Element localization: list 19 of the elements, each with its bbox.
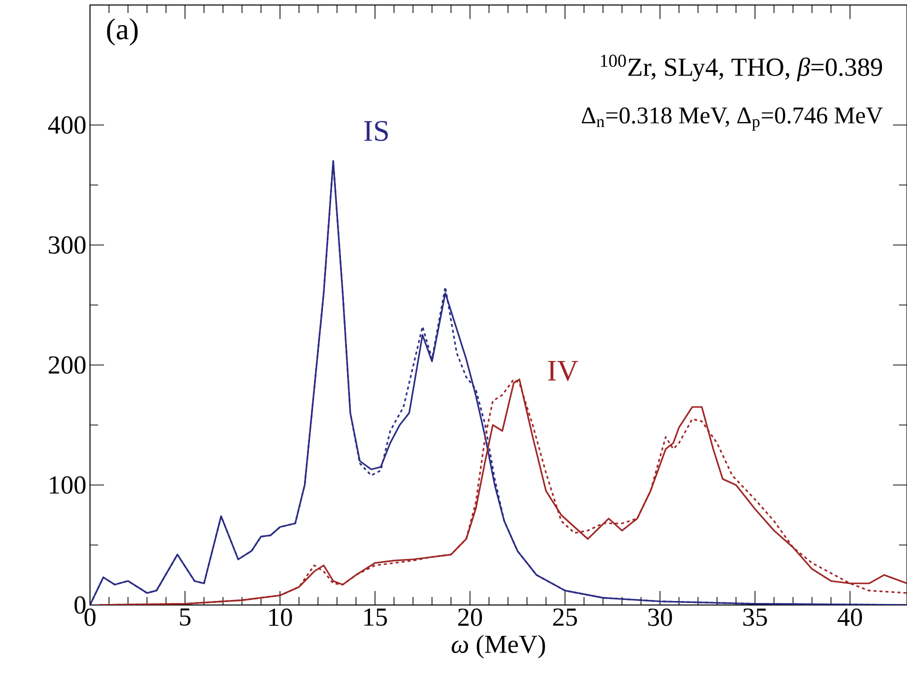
x-tick-label: 20 bbox=[458, 608, 482, 626]
annotation: Δ$_{n}$=0.318 MeV, Δ$_{p}$=0.746 MeV bbox=[582, 107, 883, 131]
y-tick-label: 100 bbox=[50, 476, 86, 494]
x-tick-label: 10 bbox=[269, 608, 292, 626]
x-tick-label: 25 bbox=[553, 608, 577, 626]
annotation: IS bbox=[364, 120, 388, 142]
y-tick-label: 300 bbox=[48, 236, 86, 254]
y-tick-label: 400 bbox=[48, 116, 86, 134]
x-tick-label: 15 bbox=[364, 608, 387, 626]
annotation: IV bbox=[548, 360, 578, 381]
annotation: $^{100}$Zr, SLy4, THO, β=0.389 bbox=[600, 54, 882, 82]
x-axis-title: ω (MeV) bbox=[452, 634, 545, 658]
annotation: (a) bbox=[107, 18, 138, 46]
x-tick-label: 40 bbox=[838, 608, 862, 626]
x-tick-label: 5 bbox=[180, 608, 190, 626]
x-tick-label: 30 bbox=[648, 608, 672, 626]
y-tick-label: 200 bbox=[48, 356, 86, 374]
y-tick-label: 0 bbox=[74, 596, 86, 614]
x-tick-label: 35 bbox=[743, 608, 767, 626]
